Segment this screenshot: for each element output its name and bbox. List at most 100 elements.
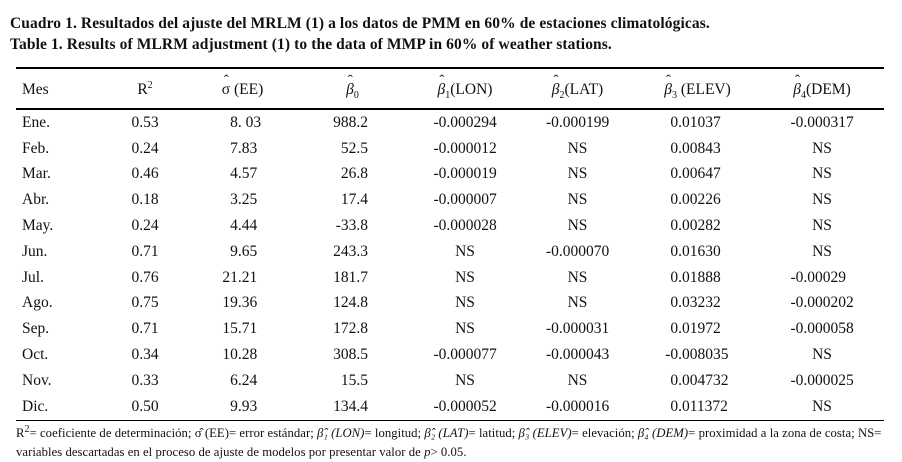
cell-value: 0.75 xyxy=(131,294,159,312)
table-row: Nov. 0.33 6.24 15.5 NS NS 0.004732 -0.000025 xyxy=(16,368,884,394)
footnote-text: p xyxy=(424,444,431,459)
cell-month: Feb. xyxy=(22,139,50,157)
cell-value: -0.000007 xyxy=(433,191,497,209)
cell-value: -0.000202 xyxy=(790,294,854,312)
cell-value: NS xyxy=(812,165,832,183)
cell-value: 0.01972 xyxy=(670,320,721,338)
cell-value: -33.8 xyxy=(335,217,368,235)
cell-value: NS xyxy=(567,371,588,389)
cell-value: -0.000317 xyxy=(790,113,854,131)
cell-value: 308.5 xyxy=(333,346,368,364)
table-row: Ago. 0.75 19.36 124.8 NS NS 0.03232 -0.000202 xyxy=(16,291,884,317)
cell-month: Dic. xyxy=(16,393,100,421)
table-row: Mar. 0.46 4.57 26.8 -0.000019 NS 0.00647 NS xyxy=(16,162,884,188)
cell-value: NS xyxy=(567,268,588,286)
column-header: ˆ β4(DEM) xyxy=(760,67,884,110)
cell-value: 134.4 xyxy=(295,393,410,421)
cell-month: Jul. xyxy=(22,268,44,286)
cell-value: NS xyxy=(567,191,588,209)
cell-value: 243.3 xyxy=(333,242,368,260)
header-row: Mes R2 ˆ σ (EE) ˆ β0 ˆ β1(LON) ˆ β2(LAT) ˆ β3 (ELEV… xyxy=(16,67,884,110)
cell-value: NS xyxy=(455,371,475,389)
cell-value: -0.00029 xyxy=(790,268,847,286)
cell-value: -0.000025 xyxy=(790,371,854,389)
column-header: ˆ β2(LAT) xyxy=(520,67,635,110)
column-header: ˆ β0 xyxy=(295,67,410,110)
cell-month: Ene. xyxy=(22,113,50,131)
table-row: Sep. 0.71 15.71 172.8 NS -0.000031 0.01972 -0.0… xyxy=(16,316,884,342)
cell-value: -0.000028 xyxy=(433,217,497,235)
hat-accent: ˆ xyxy=(223,73,229,90)
cell-value: -0.000031 xyxy=(545,320,610,338)
cell-value: 15.71 xyxy=(222,320,258,338)
cell-month: Mar. xyxy=(22,165,51,183)
cell-value: 7.83 xyxy=(230,139,258,157)
cell-value: NS xyxy=(567,294,588,312)
cell-value: 988.2 xyxy=(333,113,368,131)
footnote-text: variables descartadas en el proceso de a… xyxy=(16,444,425,459)
hat-accent: ˆ xyxy=(666,73,671,90)
caption-english: Table 1. Results of MLRM adjustment (1) … xyxy=(10,36,612,53)
cell-value: -0.000294 xyxy=(433,113,497,131)
cell-value: -0.000077 xyxy=(433,346,497,364)
cell-value: 0.18 xyxy=(131,191,159,209)
cell-month: Nov. xyxy=(22,371,52,389)
hat-accent: ˆ xyxy=(347,73,353,90)
cell-value: 10.28 xyxy=(222,346,258,364)
cell-value: 181.7 xyxy=(333,268,368,286)
cell-value: 0.011372 xyxy=(635,393,760,421)
footnote-line-1: R2= coeficiente de determinación; σ̂ (EE… xyxy=(16,424,888,443)
cell-value: 21.21 xyxy=(222,268,258,286)
cell-value: 26.8 xyxy=(340,165,368,183)
table-row: Dic. 0.50 9.93 134.4 -0.000052 -0.000016 0.011… xyxy=(16,393,884,421)
table-row: Abr. 0.18 3.25 17.4 -0.000007 NS 0.00226 NS xyxy=(16,187,884,213)
hat-accent: ˆ xyxy=(439,73,445,90)
cell-value: -0.000019 xyxy=(433,165,497,183)
hat-accent: ˆ xyxy=(553,73,559,90)
cell-value: 0.24 xyxy=(131,139,159,157)
cell-value: -0.000199 xyxy=(545,113,610,131)
cell-value: 0.53 xyxy=(131,113,159,131)
cell-value: 9.93 xyxy=(190,393,295,421)
table-row: Oct. 0.34 10.28 308.5 -0.000077 -0.000043 -0.0… xyxy=(16,342,884,368)
cell-value: 0.004732 xyxy=(670,371,729,389)
table-row: May. 0.24 4.44 -33.8 -0.000028 NS 0.00282 NS xyxy=(16,213,884,239)
table-row: Jun. 0.71 9.65 243.3 NS -0.000070 0.01630 NS xyxy=(16,239,884,265)
cell-value: NS xyxy=(812,242,832,260)
cell-value: 0.24 xyxy=(131,217,159,235)
cell-value: 0.01037 xyxy=(670,113,721,131)
footnote-text: β̂₃ (ELEV) xyxy=(518,425,572,440)
cell-value: 0.34 xyxy=(131,346,159,364)
cell-value: 0.03232 xyxy=(670,294,721,312)
footnote-text: R xyxy=(16,425,25,440)
cell-value: NS xyxy=(812,191,832,209)
cell-value: 0.46 xyxy=(131,165,159,183)
cell-value: 172.8 xyxy=(333,320,368,338)
cell-value: 0.00647 xyxy=(670,165,721,183)
cell-value: NS xyxy=(455,320,475,338)
table-row: Feb. 0.24 7.83 52.5 -0.000012 NS 0.00843 NS xyxy=(16,136,884,162)
cell-value: NS xyxy=(812,346,832,364)
cell-month: Abr. xyxy=(22,191,50,209)
cell-value: 52.5 xyxy=(340,139,368,157)
cell-value: 0.50 xyxy=(100,393,190,421)
cell-value: -0.008035 xyxy=(665,346,729,364)
cell-value: 3.25 xyxy=(230,191,258,209)
cell-value: -0.000070 xyxy=(545,242,610,260)
table-row: Jul. 0.76 21.21 181.7 NS NS 0.01888 -0.00029 xyxy=(16,265,884,291)
caption-spanish: Cuadro 1. Resultados del ajuste del MRLM… xyxy=(10,15,710,32)
cell-value: 0.00282 xyxy=(670,217,721,235)
column-header: ˆ β1(LON) xyxy=(410,67,520,110)
cell-month: Ago. xyxy=(22,294,53,312)
cell-value: 0.01630 xyxy=(670,242,721,260)
cell-value: NS xyxy=(567,217,588,235)
cell-value: -0.000016 xyxy=(520,393,635,421)
footnote-text: = proximidad a la zona de costa; NS= xyxy=(688,425,882,440)
footnote-text: = longitud; xyxy=(364,425,425,440)
cell-value: NS xyxy=(812,139,832,157)
cell-value: NS xyxy=(455,294,475,312)
results-table: Mes R2 ˆ σ (EE) ˆ β0 ˆ β1(LON) ˆ β2(LAT) ˆ β3 (ELEV… xyxy=(16,67,884,421)
cell-value: 0.01888 xyxy=(670,268,721,286)
